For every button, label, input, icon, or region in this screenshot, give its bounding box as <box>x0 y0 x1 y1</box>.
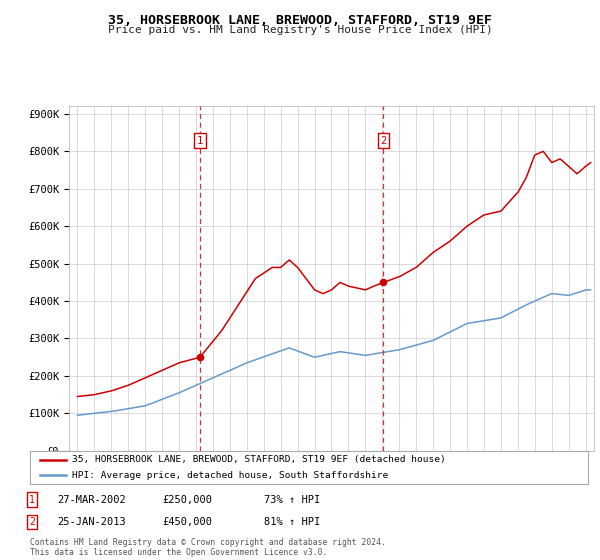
Text: 25-JAN-2013: 25-JAN-2013 <box>57 517 126 527</box>
Text: 1: 1 <box>197 136 203 146</box>
Text: 35, HORSEBROOK LANE, BREWOOD, STAFFORD, ST19 9EF: 35, HORSEBROOK LANE, BREWOOD, STAFFORD, … <box>108 14 492 27</box>
Text: Price paid vs. HM Land Registry's House Price Index (HPI): Price paid vs. HM Land Registry's House … <box>107 25 493 35</box>
Text: £450,000: £450,000 <box>162 517 212 527</box>
Text: 2: 2 <box>380 136 386 146</box>
Text: HPI: Average price, detached house, South Staffordshire: HPI: Average price, detached house, Sout… <box>72 471 388 480</box>
Text: 27-MAR-2002: 27-MAR-2002 <box>57 494 126 505</box>
Text: 73% ↑ HPI: 73% ↑ HPI <box>264 494 320 505</box>
Text: 2: 2 <box>29 517 35 527</box>
Text: Contains HM Land Registry data © Crown copyright and database right 2024.
This d: Contains HM Land Registry data © Crown c… <box>30 538 386 557</box>
Text: £250,000: £250,000 <box>162 494 212 505</box>
Text: 1: 1 <box>29 494 35 505</box>
Text: 35, HORSEBROOK LANE, BREWOOD, STAFFORD, ST19 9EF (detached house): 35, HORSEBROOK LANE, BREWOOD, STAFFORD, … <box>72 455 446 464</box>
Text: 81% ↑ HPI: 81% ↑ HPI <box>264 517 320 527</box>
